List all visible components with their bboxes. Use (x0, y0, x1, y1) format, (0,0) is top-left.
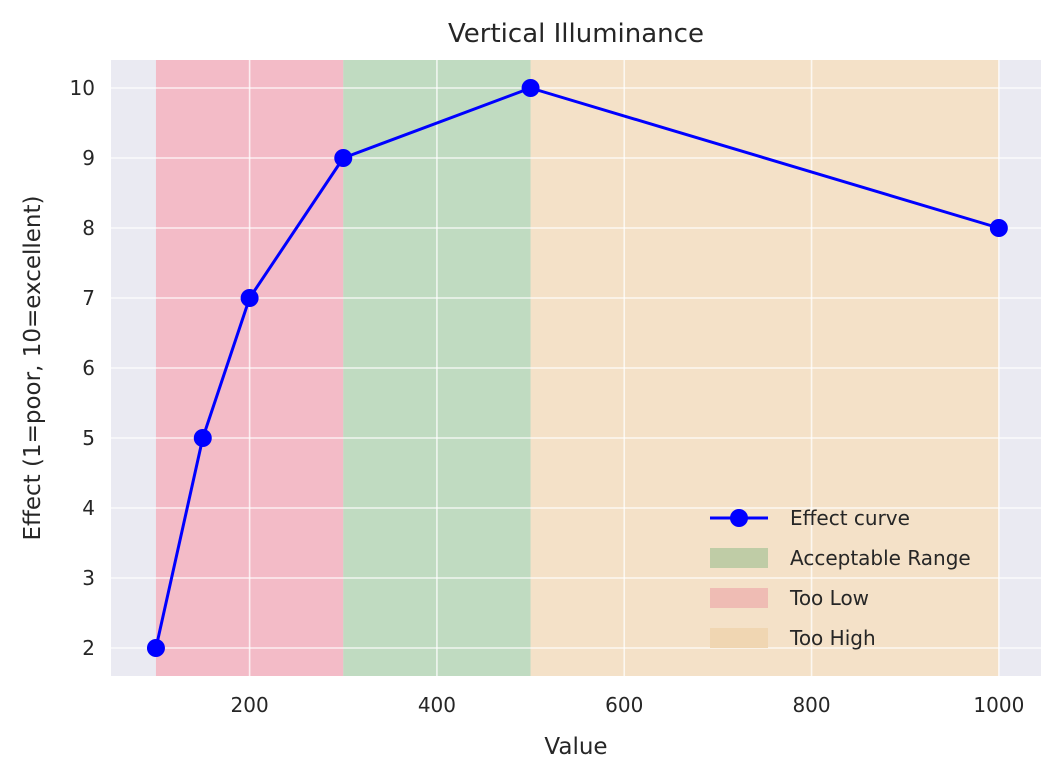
data-point (989, 219, 1008, 237)
data-point (146, 639, 165, 657)
legend-label: Too Low (789, 586, 869, 610)
legend-label: Acceptable Range (790, 546, 971, 570)
data-point (334, 149, 353, 167)
y-tick-label: 5 (82, 426, 95, 450)
y-tick-label: 9 (82, 146, 95, 170)
legend-item: Acceptable Range (710, 546, 971, 570)
y-tick-label: 10 (70, 76, 95, 100)
x-tick-label: 1000 (973, 693, 1024, 717)
y-tick-label: 4 (82, 496, 95, 520)
data-point (240, 289, 259, 307)
x-tick-label: 400 (418, 693, 456, 717)
legend-label: Too High (789, 626, 876, 650)
data-point (521, 79, 540, 97)
legend-item: Effect curve (710, 506, 910, 530)
legend-patch-swatch (710, 588, 768, 608)
legend: Effect curve Acceptable Range Too Low Too H… (710, 506, 971, 650)
y-tick-label: 6 (82, 356, 95, 380)
legend-patch-swatch (710, 628, 768, 648)
y-tick-label: 3 (82, 566, 95, 590)
x-axis-title: Value (544, 734, 607, 760)
legend-item: Too Low (710, 586, 869, 610)
x-tick-label: 200 (231, 693, 269, 717)
legend-label: Effect curve (790, 506, 910, 530)
grid-lines (111, 60, 1041, 676)
series-line (154, 86, 1000, 649)
x-tick-labels: 200 400 600 800 1000 (231, 693, 1025, 717)
y-tick-label: 2 (82, 636, 95, 660)
series-layer (146, 79, 1008, 657)
legend-item: Too High (710, 626, 876, 650)
legend-marker (730, 509, 748, 527)
x-tick-label: 600 (605, 693, 643, 717)
data-point (193, 429, 212, 447)
y-tick-labels: 2 3 4 5 6 7 8 9 10 (70, 76, 95, 660)
y-tick-label: 8 (82, 216, 95, 240)
legend-patch-swatch (710, 548, 768, 568)
chart-title: Vertical Illuminance (448, 19, 704, 49)
y-tick-label: 7 (82, 286, 95, 310)
y-axis-title: Effect (1=poor, 10=excellent) (20, 196, 46, 541)
x-tick-label: 800 (792, 693, 830, 717)
